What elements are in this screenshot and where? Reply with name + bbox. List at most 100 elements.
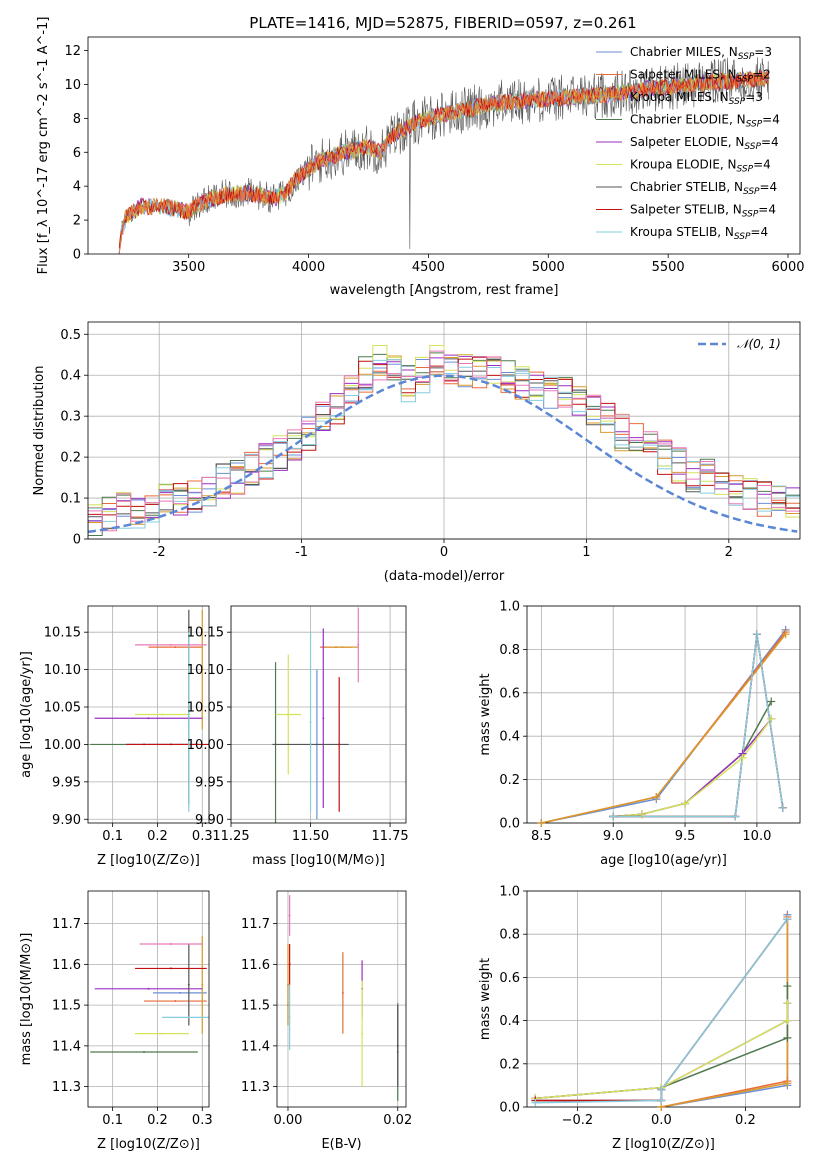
legend-label: Salpeter STELIB, NSSP=4: [630, 203, 776, 220]
tick-label-y: 11.6: [52, 958, 81, 973]
tick-label-x: 5000: [532, 260, 565, 275]
legend-label: Kroupa ELODIE, NSSP=4: [630, 158, 771, 175]
data-point: [357, 643, 360, 646]
tick-label-y: 0.2: [499, 1057, 520, 1072]
tick-label-y: 11.4: [241, 1039, 270, 1054]
tick-label-x: 11.50: [292, 829, 329, 844]
tick-label-y: 2: [73, 214, 81, 229]
tick-label-y: 9.95: [195, 775, 224, 790]
marker-plus: [731, 812, 740, 821]
series-line: [541, 633, 787, 823]
marker-plus: [637, 810, 646, 819]
data-point: [286, 983, 289, 986]
data-point: [288, 1016, 291, 1019]
tick-label-y: 12: [64, 44, 81, 59]
tick-label-y: 10.00: [44, 738, 81, 753]
histogram-step: [88, 359, 800, 529]
tick-label-y: 11.5: [241, 999, 270, 1014]
tick-label-x: -2: [153, 545, 166, 560]
axes-frame: [87, 36, 801, 255]
marker-plus: [752, 630, 761, 639]
panel-spectrum: 3500 4000 4500 5000 5500 6000 0 2 4 6 8 10 12 wavelen…: [36, 17, 805, 298]
series-line: [613, 634, 784, 818]
marker-plus: [652, 792, 661, 801]
tick-label-y: 9.90: [52, 813, 81, 828]
tick-label-y: 11.4: [52, 1039, 81, 1054]
tick-label-x: -1: [295, 545, 308, 560]
histogram-step: [88, 350, 800, 532]
histogram-step: [88, 354, 800, 518]
tick-label-y: 11.7: [241, 917, 270, 932]
tick-label-x: 11.25: [212, 829, 249, 844]
data-point: [309, 720, 312, 723]
plot-area: [90, 609, 209, 812]
tick-label-x: 0.00: [274, 1113, 303, 1128]
axes-frame: [526, 890, 801, 1108]
tick-label-y: 0.6: [499, 686, 520, 701]
legend-label: 𝒩(0, 1): [737, 337, 781, 351]
data-point: [169, 942, 172, 945]
panel-residuals: -2 -1 0 1 2 0 0.1 0.2 0.3 0.4 0.5 (data-model)/erro…: [32, 321, 801, 584]
data-point: [187, 720, 190, 723]
series-line: [541, 631, 787, 823]
tick-label-x: 0.3: [192, 829, 213, 844]
marker-plus: [783, 1033, 792, 1042]
data-point: [187, 983, 190, 986]
marker-plus: [781, 630, 790, 639]
tick-label-y: 10.15: [44, 626, 81, 641]
data-point: [178, 991, 181, 994]
plot-area: [535, 914, 789, 1107]
marker-plus: [783, 999, 792, 1008]
tick-label-x: 5500: [652, 260, 685, 275]
tick-label-y: 0: [73, 248, 81, 263]
tick-label-y: 9.95: [52, 775, 81, 790]
tick-label-y: 8: [73, 112, 81, 127]
plot-area: [88, 345, 800, 536]
tick-label-y: 0.0: [499, 1101, 520, 1116]
axes-frame: [230, 605, 407, 824]
data-point: [288, 914, 291, 917]
tick-label-y: 10.15: [187, 626, 224, 641]
tick-label-y: 0.4: [499, 1014, 520, 1029]
data-point: [201, 668, 204, 671]
tick-label-y: 0.0: [499, 817, 520, 832]
data-point: [201, 983, 204, 986]
histogram-step: [88, 359, 800, 530]
tick-label-x: 0.2: [147, 1113, 168, 1128]
tick-label-x: 2: [725, 545, 733, 560]
tick-label-y: 10.05: [44, 701, 81, 716]
legend-label: Chabrier STELIB, NSSP=4: [630, 180, 777, 197]
series-line: [535, 918, 789, 1104]
panel-mass-vs-ebv: 0.00 0.02 11.3 11.4 11.5 11.6 11.7 E(B-V): [241, 890, 412, 1152]
tick-label-x: 0.2: [147, 829, 168, 844]
plot-area: [272, 607, 360, 823]
x-axis-label: wavelength [Angstrom, rest frame]: [330, 283, 559, 298]
marker-plus: [767, 714, 776, 723]
tick-label-y: 10.10: [44, 663, 81, 678]
data-point: [169, 743, 172, 746]
tick-label-y: 0.3: [60, 410, 81, 425]
y-axis-label: age [log10(age/yr)]: [19, 651, 34, 778]
tick-label-x: 9.5: [675, 829, 696, 844]
data-point: [341, 991, 344, 994]
marker-plus: [783, 1079, 792, 1088]
tick-label-y: 10: [64, 78, 81, 93]
marker-plus: [537, 819, 546, 827]
axes-frame: [87, 321, 801, 540]
marker-plus: [531, 1098, 540, 1107]
data-point: [160, 1032, 163, 1035]
legend-label: Chabrier ELODIE, NSSP=4: [630, 113, 780, 130]
x-axis-label: mass [log10(M/M⊙)]: [252, 853, 385, 868]
data-point: [174, 646, 177, 649]
data-point: [287, 713, 290, 716]
histogram-step: [88, 354, 800, 527]
data-point: [169, 967, 172, 970]
x-axis-label: Z [log10(Z/Z⊙)]: [612, 1137, 715, 1152]
legend-label: Kroupa MILES, NSSP=3: [630, 90, 763, 107]
tick-label-x: 8.5: [531, 829, 552, 844]
axes-frame: [276, 890, 407, 1108]
tick-label-y: 11.6: [241, 958, 270, 973]
axes-frame: [87, 890, 210, 1108]
tick-label-x: −0.2: [562, 1113, 594, 1128]
